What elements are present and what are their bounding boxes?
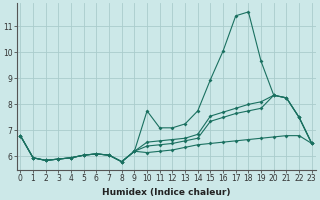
X-axis label: Humidex (Indice chaleur): Humidex (Indice chaleur)	[102, 188, 230, 197]
